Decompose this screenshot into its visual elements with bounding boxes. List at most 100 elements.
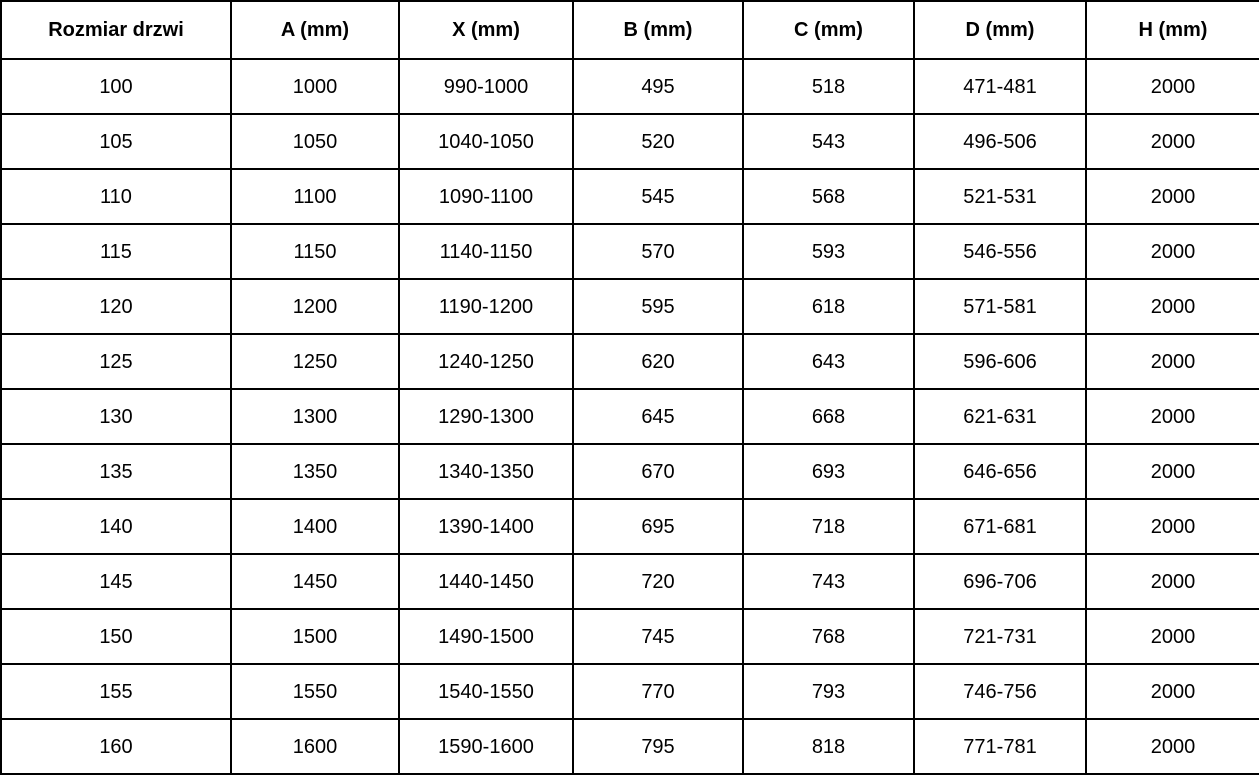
table-cell: 110 xyxy=(0,168,232,225)
table-row: 100 1000 990-1000 495 518 471-481 2000 xyxy=(0,58,1259,115)
table-cell: 1350 xyxy=(230,443,400,500)
table-cell: 695 xyxy=(572,498,744,555)
table-cell: 2000 xyxy=(1085,608,1259,665)
table-row: 160 1600 1590-1600 795 818 771-781 2000 xyxy=(0,718,1259,775)
table-cell: 155 xyxy=(0,663,232,720)
table-cell: 743 xyxy=(742,553,915,610)
table-cell: 668 xyxy=(742,388,915,445)
table-cell: 645 xyxy=(572,388,744,445)
table-cell: 145 xyxy=(0,553,232,610)
table-cell: 1190-1200 xyxy=(398,278,574,335)
table-cell: 2000 xyxy=(1085,278,1259,335)
table-cell: 125 xyxy=(0,333,232,390)
table-cell: 720 xyxy=(572,553,744,610)
table-cell: 568 xyxy=(742,168,915,225)
table-cell: 543 xyxy=(742,113,915,170)
table-cell: 768 xyxy=(742,608,915,665)
table-cell: 1300 xyxy=(230,388,400,445)
table-cell: 1390-1400 xyxy=(398,498,574,555)
table-cell: 521-531 xyxy=(913,168,1087,225)
table-cell: 593 xyxy=(742,223,915,280)
table-cell: 120 xyxy=(0,278,232,335)
table-cell: 1600 xyxy=(230,718,400,775)
table-cell: 1450 xyxy=(230,553,400,610)
table-cell: 2000 xyxy=(1085,443,1259,500)
table-cell: 546-556 xyxy=(913,223,1087,280)
table-cell: 1040-1050 xyxy=(398,113,574,170)
table-cell: 771-781 xyxy=(913,718,1087,775)
table-cell: 2000 xyxy=(1085,553,1259,610)
table-cell: 618 xyxy=(742,278,915,335)
table-cell: 643 xyxy=(742,333,915,390)
table-cell: 2000 xyxy=(1085,718,1259,775)
table-cell: 496-506 xyxy=(913,113,1087,170)
table-cell: 2000 xyxy=(1085,333,1259,390)
table-cell: 1150 xyxy=(230,223,400,280)
table-cell: 670 xyxy=(572,443,744,500)
table-cell: 696-706 xyxy=(913,553,1087,610)
table-cell: 693 xyxy=(742,443,915,500)
table-header: Rozmiar drzwi A (mm) X (mm) B (mm) C (mm) D (… xyxy=(0,0,1259,60)
table-cell: 1140-1150 xyxy=(398,223,574,280)
table-cell: 793 xyxy=(742,663,915,720)
table-cell: 745 xyxy=(572,608,744,665)
table-row: 140 1400 1390-1400 695 718 671-681 2000 xyxy=(0,498,1259,555)
table-cell: 621-631 xyxy=(913,388,1087,445)
column-header: D (mm) xyxy=(913,0,1087,60)
table-row: 120 1200 1190-1200 595 618 571-581 2000 xyxy=(0,278,1259,335)
column-header: C (mm) xyxy=(742,0,915,60)
table-cell: 495 xyxy=(572,58,744,115)
table-cell: 1490-1500 xyxy=(398,608,574,665)
table-cell: 1440-1450 xyxy=(398,553,574,610)
column-header: X (mm) xyxy=(398,0,574,60)
table-cell: 140 xyxy=(0,498,232,555)
column-header: H (mm) xyxy=(1085,0,1259,60)
table-cell: 718 xyxy=(742,498,915,555)
table-row: 155 1550 1540-1550 770 793 746-756 2000 xyxy=(0,663,1259,720)
table-cell: 1550 xyxy=(230,663,400,720)
table-row: 105 1050 1040-1050 520 543 496-506 2000 xyxy=(0,113,1259,170)
table-row: 130 1300 1290-1300 645 668 621-631 2000 xyxy=(0,388,1259,445)
table-cell: 818 xyxy=(742,718,915,775)
table-row: 110 1100 1090-1100 545 568 521-531 2000 xyxy=(0,168,1259,225)
table-cell: 746-756 xyxy=(913,663,1087,720)
table-cell: 545 xyxy=(572,168,744,225)
table-row: 145 1450 1440-1450 720 743 696-706 2000 xyxy=(0,553,1259,610)
table-cell: 2000 xyxy=(1085,58,1259,115)
table-cell: 646-656 xyxy=(913,443,1087,500)
table-cell: 2000 xyxy=(1085,388,1259,445)
table-cell: 795 xyxy=(572,718,744,775)
table-cell: 100 xyxy=(0,58,232,115)
table-cell: 105 xyxy=(0,113,232,170)
table-row: 125 1250 1240-1250 620 643 596-606 2000 xyxy=(0,333,1259,390)
table-cell: 2000 xyxy=(1085,223,1259,280)
column-header: Rozmiar drzwi xyxy=(0,0,232,60)
table-cell: 2000 xyxy=(1085,113,1259,170)
table-cell: 1200 xyxy=(230,278,400,335)
table-cell: 990-1000 xyxy=(398,58,574,115)
table-cell: 571-581 xyxy=(913,278,1087,335)
table-cell: 1100 xyxy=(230,168,400,225)
column-header: B (mm) xyxy=(572,0,744,60)
table-row: 150 1500 1490-1500 745 768 721-731 2000 xyxy=(0,608,1259,665)
table-cell: 520 xyxy=(572,113,744,170)
table-cell: 160 xyxy=(0,718,232,775)
table-cell: 2000 xyxy=(1085,168,1259,225)
table-cell: 135 xyxy=(0,443,232,500)
table-cell: 1340-1350 xyxy=(398,443,574,500)
table-cell: 130 xyxy=(0,388,232,445)
table-cell: 150 xyxy=(0,608,232,665)
table-cell: 671-681 xyxy=(913,498,1087,555)
table-cell: 721-731 xyxy=(913,608,1087,665)
table-cell: 1400 xyxy=(230,498,400,555)
table-cell: 1000 xyxy=(230,58,400,115)
table-cell: 1090-1100 xyxy=(398,168,574,225)
table-cell: 595 xyxy=(572,278,744,335)
table-cell: 1240-1250 xyxy=(398,333,574,390)
table-cell: 770 xyxy=(572,663,744,720)
table-cell: 1290-1300 xyxy=(398,388,574,445)
table-cell: 1590-1600 xyxy=(398,718,574,775)
table-cell: 471-481 xyxy=(913,58,1087,115)
